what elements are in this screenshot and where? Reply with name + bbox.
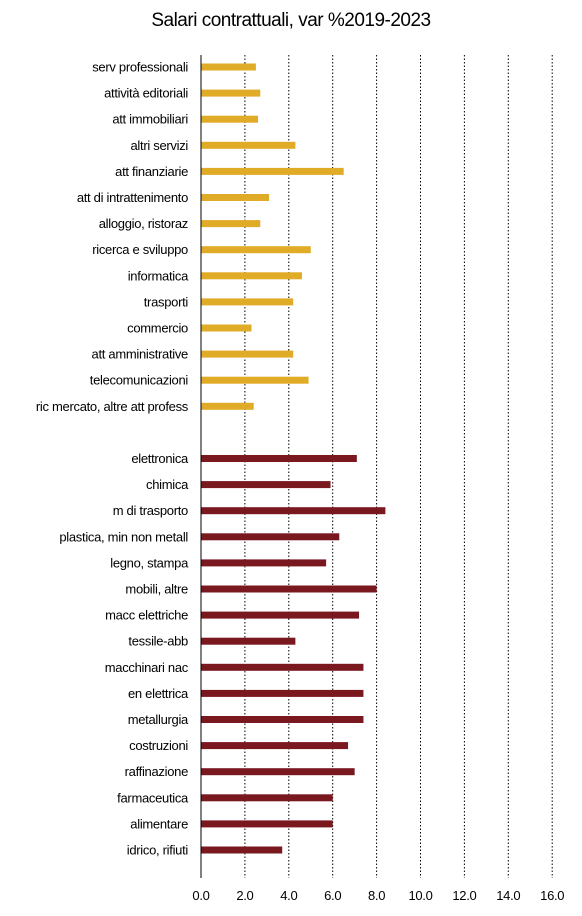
bar [201, 141, 296, 149]
bar [201, 846, 283, 854]
category-label: chimica [146, 477, 189, 492]
bar [201, 324, 252, 332]
x-tick-label: 0.0 [192, 888, 209, 903]
category-label: costruzioni [129, 738, 188, 753]
category-label: trasporti [144, 294, 189, 309]
x-tick-labels: 0.0 2.0 4.0 6.0 8.0 10.0 12.0 14.0 16.0 [192, 888, 564, 903]
category-label: att immobiliari [112, 112, 188, 127]
bar [201, 89, 261, 97]
x-tick-label: 6.0 [324, 888, 341, 903]
category-label: m di trasporto [113, 503, 188, 518]
x-tick-label: 16.0 [540, 888, 564, 903]
category-label: legno, stampa [110, 555, 189, 570]
bar [201, 585, 377, 593]
category-label: serv professionali [92, 60, 188, 75]
bar [201, 663, 364, 671]
category-label: macchinari nac [105, 660, 189, 675]
bar [201, 507, 386, 515]
category-label: att di intrattenimento [77, 190, 188, 205]
bar [201, 820, 333, 828]
category-label: tessile-abb [128, 634, 188, 649]
x-tick-label: 10.0 [408, 888, 432, 903]
category-label: telecomunicazioni [90, 373, 189, 388]
bar [201, 559, 327, 567]
bar [201, 637, 296, 645]
category-label: attività editoriali [104, 86, 188, 101]
x-tick-label: 14.0 [496, 888, 520, 903]
category-label: att finanziarie [115, 164, 188, 179]
category-label: ric mercato, altre att profess [36, 399, 189, 414]
category-label: idrico, rifiuti [127, 843, 189, 858]
category-label: en elettrica [128, 686, 189, 701]
category-label: metallurgia [128, 712, 189, 727]
bar [201, 115, 259, 123]
category-label: alimentare [130, 816, 188, 831]
x-tick-label: 2.0 [236, 888, 253, 903]
bar [201, 689, 364, 697]
bar [201, 481, 331, 489]
bar [201, 794, 333, 802]
category-label: mobili, altre [125, 582, 188, 597]
category-label: alloggio, ristoraz [99, 216, 188, 231]
category-label: farmaceutica [117, 790, 189, 805]
bar [201, 194, 270, 201]
bar [201, 167, 344, 175]
chart-title: Salari contrattuali, var %2019-2023 [151, 10, 431, 31]
bar [201, 611, 360, 619]
category-label: macc elettriche [105, 608, 188, 623]
x-tick-label: 12.0 [452, 888, 476, 903]
bar [201, 298, 294, 306]
bar [201, 455, 357, 462]
bar [201, 246, 311, 254]
gridlines [244, 55, 553, 878]
bar [201, 402, 254, 410]
bars [201, 63, 386, 854]
category-label: commercio [127, 321, 188, 336]
bar [201, 533, 340, 541]
category-label: plastica, min non metall [59, 529, 188, 544]
bar [201, 220, 261, 228]
x-tick-label: 8.0 [368, 888, 385, 903]
bar [201, 716, 364, 723]
bar [201, 350, 294, 358]
category-labels: serv professionali attività editoriali att… [36, 60, 189, 858]
bar [201, 63, 256, 71]
category-label: altri servizi [131, 138, 189, 153]
category-label: att amministrative [92, 347, 189, 362]
bar [201, 376, 309, 384]
category-label: ricerca e sviluppo [92, 242, 188, 257]
bar [201, 272, 302, 280]
category-label: raffinazione [125, 764, 188, 779]
bar [201, 768, 355, 776]
x-tick-label: 4.0 [280, 888, 297, 903]
bar [201, 742, 349, 750]
category-label: informatica [128, 268, 189, 283]
category-label: elettronica [131, 451, 189, 466]
